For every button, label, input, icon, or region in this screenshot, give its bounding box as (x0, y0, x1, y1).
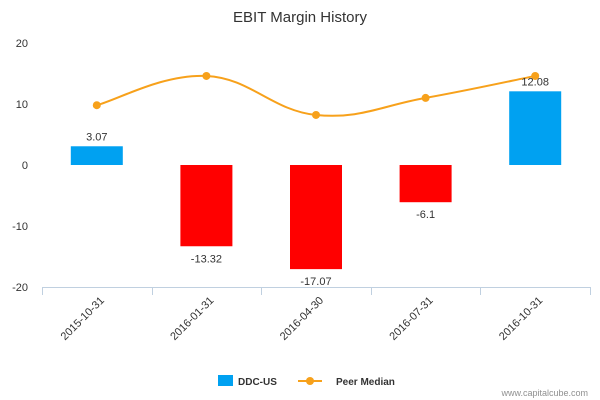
legend-label-peer-median: Peer Median (336, 377, 395, 388)
legend-label-ddc-us: DDC-US (238, 377, 277, 388)
chart-title: EBIT Margin History (233, 9, 367, 26)
credit-text: www.capitalcube.com (500, 388, 588, 398)
legend: DDC-US Peer Median (218, 375, 395, 388)
peer-median-point (531, 71, 540, 80)
bar-ddc-us (70, 146, 123, 165)
peer-median-point (312, 110, 320, 119)
peer-median-point (421, 93, 430, 102)
y-tick-label: 20 (16, 38, 28, 50)
data-labels: 3.07 -13.32 -17.07 -6.1 12.08 (86, 76, 549, 288)
bar-series (70, 91, 562, 270)
x-axis: 2015-10-31 2016-01-31 2016-04-30 2016-07-31… (42, 287, 591, 343)
bar-data-label: -13.32 (191, 253, 222, 265)
bar-data-label: -6.1 (416, 209, 435, 221)
x-tick-label: 2016-10-31 (497, 295, 545, 343)
y-tick-label: 0 (22, 160, 28, 172)
bar-ddc-us (509, 91, 562, 165)
bar-data-label: -17.07 (300, 276, 331, 288)
peer-median-point (202, 71, 211, 80)
bar-ddc-us (290, 165, 342, 270)
legend-swatch-peer-median-marker (306, 377, 314, 385)
bar-data-label: 12.08 (521, 76, 549, 88)
x-tick-label: 2016-07-31 (387, 295, 435, 343)
bar-data-label: 3.07 (86, 131, 107, 143)
y-tick-label: -20 (12, 282, 28, 294)
x-tick-label: 2015-10-31 (59, 295, 107, 343)
y-tick-label: 10 (16, 99, 28, 111)
line-series (92, 71, 540, 119)
peer-median-line (96, 74, 536, 117)
bar-ddc-us (180, 165, 233, 247)
peer-median-point (92, 101, 101, 110)
x-tick-label: 2016-04-30 (278, 295, 326, 343)
legend-swatch-ddc-us (218, 375, 233, 386)
y-axis: 20 10 0 -10 -20 (12, 38, 28, 294)
bar-ddc-us (399, 165, 452, 203)
y-tick-label: -10 (12, 221, 28, 233)
x-tick-label: 2016-01-31 (168, 295, 216, 343)
